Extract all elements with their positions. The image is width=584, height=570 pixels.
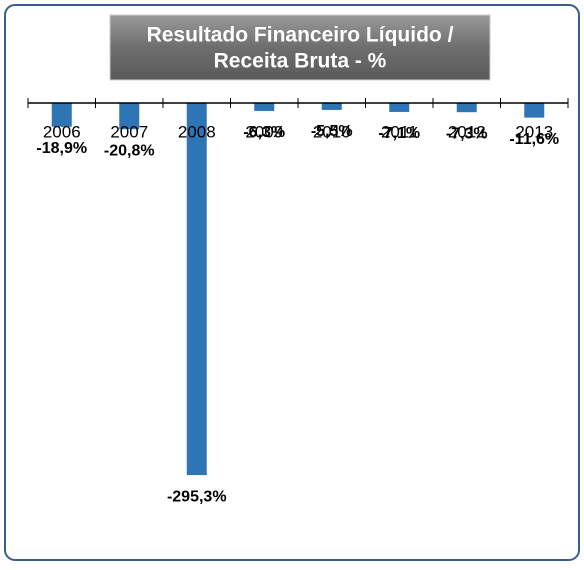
data-label: -5,5% bbox=[311, 123, 353, 140]
bar bbox=[186, 103, 207, 476]
data-label: -7,3% bbox=[446, 125, 488, 142]
bar bbox=[51, 103, 72, 127]
chart-frame bbox=[4, 4, 580, 561]
x-tick-label: 2008 bbox=[178, 122, 216, 141]
chart-subtitle: Receita Bruta - % bbox=[214, 50, 387, 73]
bar bbox=[524, 103, 545, 118]
x-tick-label: 2009 bbox=[245, 122, 283, 141]
bar bbox=[389, 103, 410, 112]
x-tick-label: 2011 bbox=[381, 122, 418, 141]
data-label: -6,3% bbox=[243, 124, 285, 141]
data-label: -295,3% bbox=[167, 488, 227, 505]
bar bbox=[119, 103, 140, 130]
x-tick-label: 2012 bbox=[448, 122, 486, 141]
data-label: -7,1% bbox=[378, 125, 420, 142]
chart-title: Resultado Financeiro Líquido / bbox=[147, 24, 454, 47]
x-tick-label: 2013 bbox=[515, 122, 553, 141]
data-label: -18,9% bbox=[36, 140, 87, 157]
bar bbox=[456, 103, 477, 113]
bar bbox=[254, 103, 275, 111]
title-box bbox=[109, 14, 491, 81]
x-tick-label: 2006 bbox=[43, 122, 81, 141]
bar bbox=[321, 103, 342, 110]
x-tick-label: 2007 bbox=[110, 122, 148, 141]
data-label: -11,6% bbox=[509, 131, 559, 148]
data-label: -20,8% bbox=[104, 142, 155, 159]
x-tick-label: 2010 bbox=[313, 122, 351, 141]
